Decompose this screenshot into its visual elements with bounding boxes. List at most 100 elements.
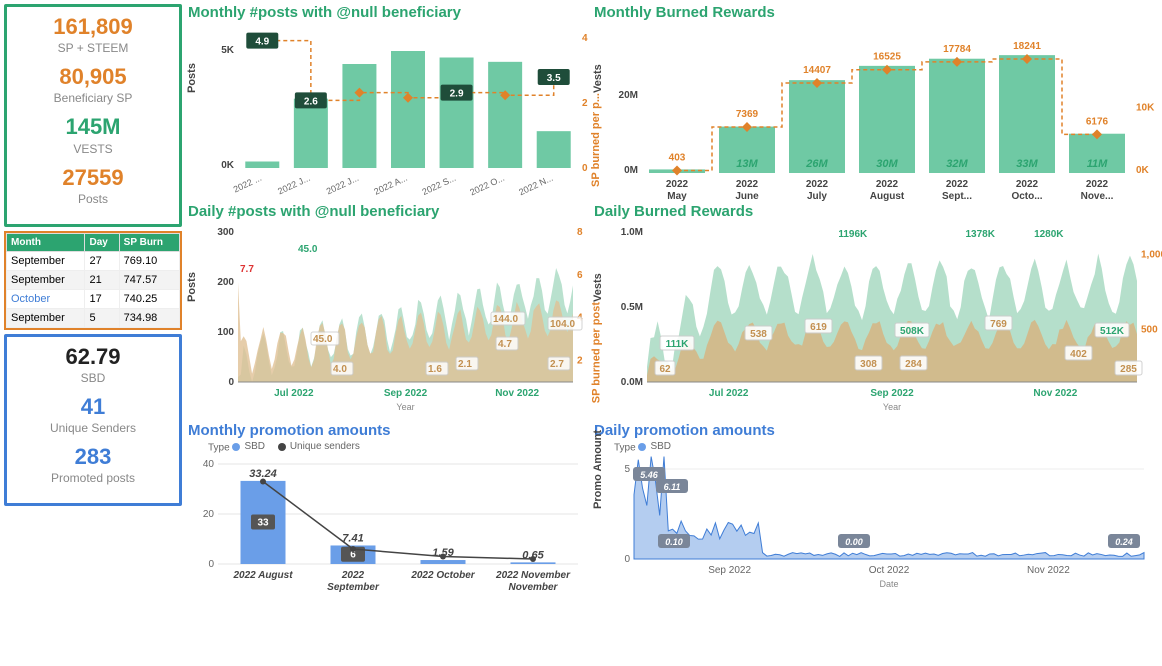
svg-text:0.10: 0.10 [665,537,683,547]
svg-text:May: May [667,191,687,202]
stat-value: 145M [11,115,175,139]
svg-text:2022: 2022 [666,179,689,190]
chart-title: Monthly #posts with @null beneficiary [188,4,588,21]
svg-text:2022 November: 2022 November [495,570,571,581]
svg-text:0M: 0M [624,165,638,176]
svg-text:1,000: 1,000 [1141,250,1162,261]
svg-text:144.0: 144.0 [493,314,518,325]
svg-text:Jul 2022: Jul 2022 [709,388,749,399]
svg-text:2022: 2022 [1016,179,1039,190]
svg-text:2022 August: 2022 August [232,570,293,581]
chart-title: Daily promotion amounts [594,422,1162,439]
svg-text:1196K: 1196K [838,229,868,240]
stat-label: Posts [11,192,175,206]
chart-title: Monthly Burned Rewards [594,4,1162,21]
table-header[interactable]: SP Burn [119,233,179,251]
svg-text:4: 4 [582,33,588,44]
svg-text:0.00: 0.00 [845,537,863,547]
stat-value: 161,809 [11,15,175,39]
svg-text:1378K: 1378K [965,229,995,240]
svg-text:4.9: 4.9 [255,37,269,48]
table-header[interactable]: Month [7,233,85,251]
svg-text:Year: Year [883,402,901,412]
svg-text:Sep 2022: Sep 2022 [870,388,914,399]
chart-title: Daily Burned Rewards [594,203,1162,220]
svg-text:Sept...: Sept... [942,191,972,202]
stat-label: SP + STEEM [11,41,175,55]
stat-value: 62.79 [11,345,175,369]
svg-text:538: 538 [750,329,767,340]
svg-text:2022 N...: 2022 N... [517,173,554,198]
svg-text:6176: 6176 [1086,116,1109,127]
svg-text:6.11: 6.11 [664,482,681,492]
svg-text:285: 285 [1120,364,1137,375]
stat-label: VESTS [11,142,175,156]
svg-text:2022 J...: 2022 J... [325,173,361,197]
svg-text:0.0M: 0.0M [621,377,643,388]
chart-monthly-promo: Monthly promotion amounts Type SBD Uniqu… [188,422,588,604]
svg-text:10K: 10K [1136,103,1155,114]
svg-text:Jul 2022: Jul 2022 [274,388,314,399]
stats-blue-box: 62.79SBD41Unique Senders283Promoted post… [4,334,182,507]
stat-label: Promoted posts [11,471,175,485]
svg-text:2022 ...: 2022 ... [232,173,263,195]
svg-text:5.46: 5.46 [640,470,659,480]
table-header[interactable]: Day [85,233,119,251]
svg-text:4.7: 4.7 [498,339,512,350]
table-row: October17740.25 [7,289,180,308]
table-row: September5734.98 [7,308,180,327]
svg-text:619: 619 [810,322,827,333]
svg-text:2.1: 2.1 [458,359,472,370]
chart-monthly-posts: Monthly #posts with @null beneficiary Po… [188,4,588,203]
svg-text:2022 A...: 2022 A... [372,173,408,197]
svg-text:2.6: 2.6 [304,96,318,107]
svg-text:2022: 2022 [1086,179,1109,190]
chart-daily-promo: Daily promotion amounts Type SBD Promo A… [594,422,1162,604]
svg-text:40: 40 [203,459,215,470]
svg-text:508K: 508K [900,326,925,337]
svg-text:32M: 32M [946,158,968,170]
svg-text:5K: 5K [221,45,235,56]
svg-text:0K: 0K [221,160,235,171]
svg-text:7.7: 7.7 [240,264,254,275]
svg-text:33.24: 33.24 [249,467,277,479]
svg-text:100: 100 [217,327,234,338]
svg-text:Nov 2022: Nov 2022 [1033,388,1077,399]
svg-text:2022: 2022 [736,179,759,190]
stat-value: 41 [11,395,175,419]
svg-text:July: July [807,191,827,202]
svg-text:2022: 2022 [806,179,829,190]
svg-text:284: 284 [905,359,922,370]
svg-text:18241: 18241 [1013,41,1041,52]
svg-text:Nov 2022: Nov 2022 [495,388,539,399]
svg-text:402: 402 [1070,349,1087,360]
stats-green-box: 161,809SP + STEEM80,905Beneficiary SP145… [4,4,182,227]
sp-burn-table: MonthDaySP BurnSeptember27769.10 Septembe… [4,231,182,330]
svg-text:111K: 111K [666,339,690,350]
chart-daily-burned: Daily Burned Rewards Vests Beneficiary S… [594,203,1162,422]
svg-text:16525: 16525 [873,52,901,63]
chart-title: Monthly promotion amounts [188,422,588,439]
stat-value: 283 [11,445,175,469]
svg-text:September: September [327,582,380,593]
svg-text:2022 October: 2022 October [410,570,475,581]
svg-text:8: 8 [577,227,583,238]
svg-text:2022 J...: 2022 J... [276,173,312,197]
svg-text:2022: 2022 [876,179,899,190]
svg-text:1280K: 1280K [1034,229,1064,240]
svg-text:0: 0 [228,377,234,388]
svg-text:11M: 11M [1087,158,1108,170]
table-row: September27769.10 [7,251,180,270]
svg-text:0.24: 0.24 [1115,537,1133,547]
svg-text:November: November [509,582,559,593]
svg-text:2.7: 2.7 [550,359,564,370]
svg-text:500: 500 [1141,325,1158,336]
svg-text:5: 5 [624,464,630,475]
svg-text:33: 33 [257,517,269,528]
svg-text:62: 62 [659,364,671,375]
svg-text:2022: 2022 [946,179,969,190]
svg-text:20M: 20M [619,90,638,101]
svg-text:Year: Year [396,402,414,412]
stat-label: SBD [11,371,175,385]
svg-text:7369: 7369 [736,109,759,120]
